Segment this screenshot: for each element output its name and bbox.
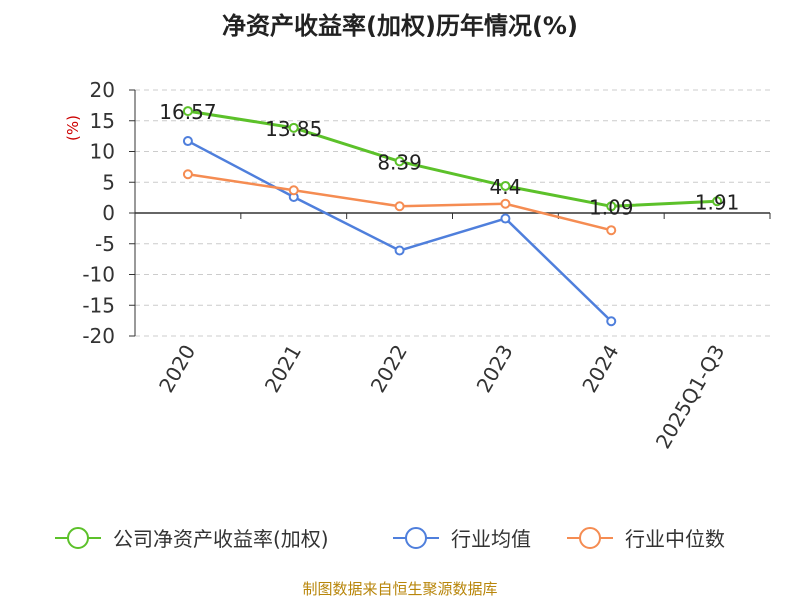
y-axis: 20 15 10 5 0 -5 -10 -15 -20 — [82, 78, 136, 348]
legend: 公司净资产收益率(加权) 行业均值 行业中位数 — [55, 527, 725, 551]
chart-title: 净资产收益率(加权)历年情况(%) — [222, 12, 578, 40]
legend-marker — [405, 527, 427, 549]
series-group — [182, 106, 723, 327]
data-label: 4.4 — [490, 175, 522, 199]
legend-label: 行业中位数 — [625, 527, 725, 551]
y-tick-label: 15 — [90, 109, 115, 133]
data-point — [500, 198, 511, 209]
y-tick-label: 20 — [90, 78, 115, 102]
y-tick-label: -15 — [82, 293, 115, 317]
x-tick-label: 2021 — [260, 341, 306, 397]
data-point — [394, 201, 405, 212]
y-tick-label: 10 — [90, 140, 115, 164]
x-tick-label: 2023 — [472, 341, 518, 397]
data-point — [182, 169, 193, 180]
y-tick-label: 5 — [102, 170, 115, 194]
data-point — [500, 213, 511, 224]
grid-lines — [135, 89, 770, 337]
data-point — [500, 180, 511, 191]
x-axis: 2020 2021 2022 2023 2024 2025Q1-Q3 — [134, 212, 771, 453]
legend-marker — [579, 527, 601, 549]
data-point — [394, 245, 405, 256]
x-tick-label: 2020 — [154, 341, 200, 397]
data-label: 16.57 — [159, 100, 216, 124]
data-label: 13.85 — [265, 117, 322, 141]
data-point — [182, 106, 193, 117]
y-tick-label: -20 — [82, 324, 115, 348]
x-tick-label: 2022 — [366, 341, 412, 397]
source-note: 制图数据来自恒生聚源数据库 — [302, 580, 498, 598]
series-line — [187, 109, 718, 208]
data-point — [606, 225, 617, 236]
data-point — [288, 122, 299, 133]
data-label: 1.91 — [695, 190, 740, 214]
data-point — [288, 185, 299, 196]
data-point — [712, 196, 723, 207]
legend-marker — [67, 527, 89, 549]
y-tick-label: -10 — [82, 263, 115, 287]
data-label: 1.09 — [589, 195, 634, 219]
x-tick-label: 2025Q1-Q3 — [651, 341, 730, 453]
data-point — [606, 316, 617, 327]
data-label: 8.39 — [377, 150, 422, 174]
data-point — [182, 136, 193, 147]
legend-label: 公司净资产收益率(加权) — [113, 527, 329, 551]
data-point — [394, 156, 405, 167]
x-tick-label: 2024 — [577, 341, 623, 397]
y-tick-label: 0 — [102, 201, 115, 225]
data-point — [606, 201, 617, 212]
legend-label: 行业均值 — [451, 527, 531, 551]
y-tick-label: -5 — [95, 232, 115, 256]
y-axis-unit: (%) — [64, 115, 82, 141]
data-labels: 16.57 13.85 8.39 4.4 1.09 1.91 — [159, 100, 739, 219]
